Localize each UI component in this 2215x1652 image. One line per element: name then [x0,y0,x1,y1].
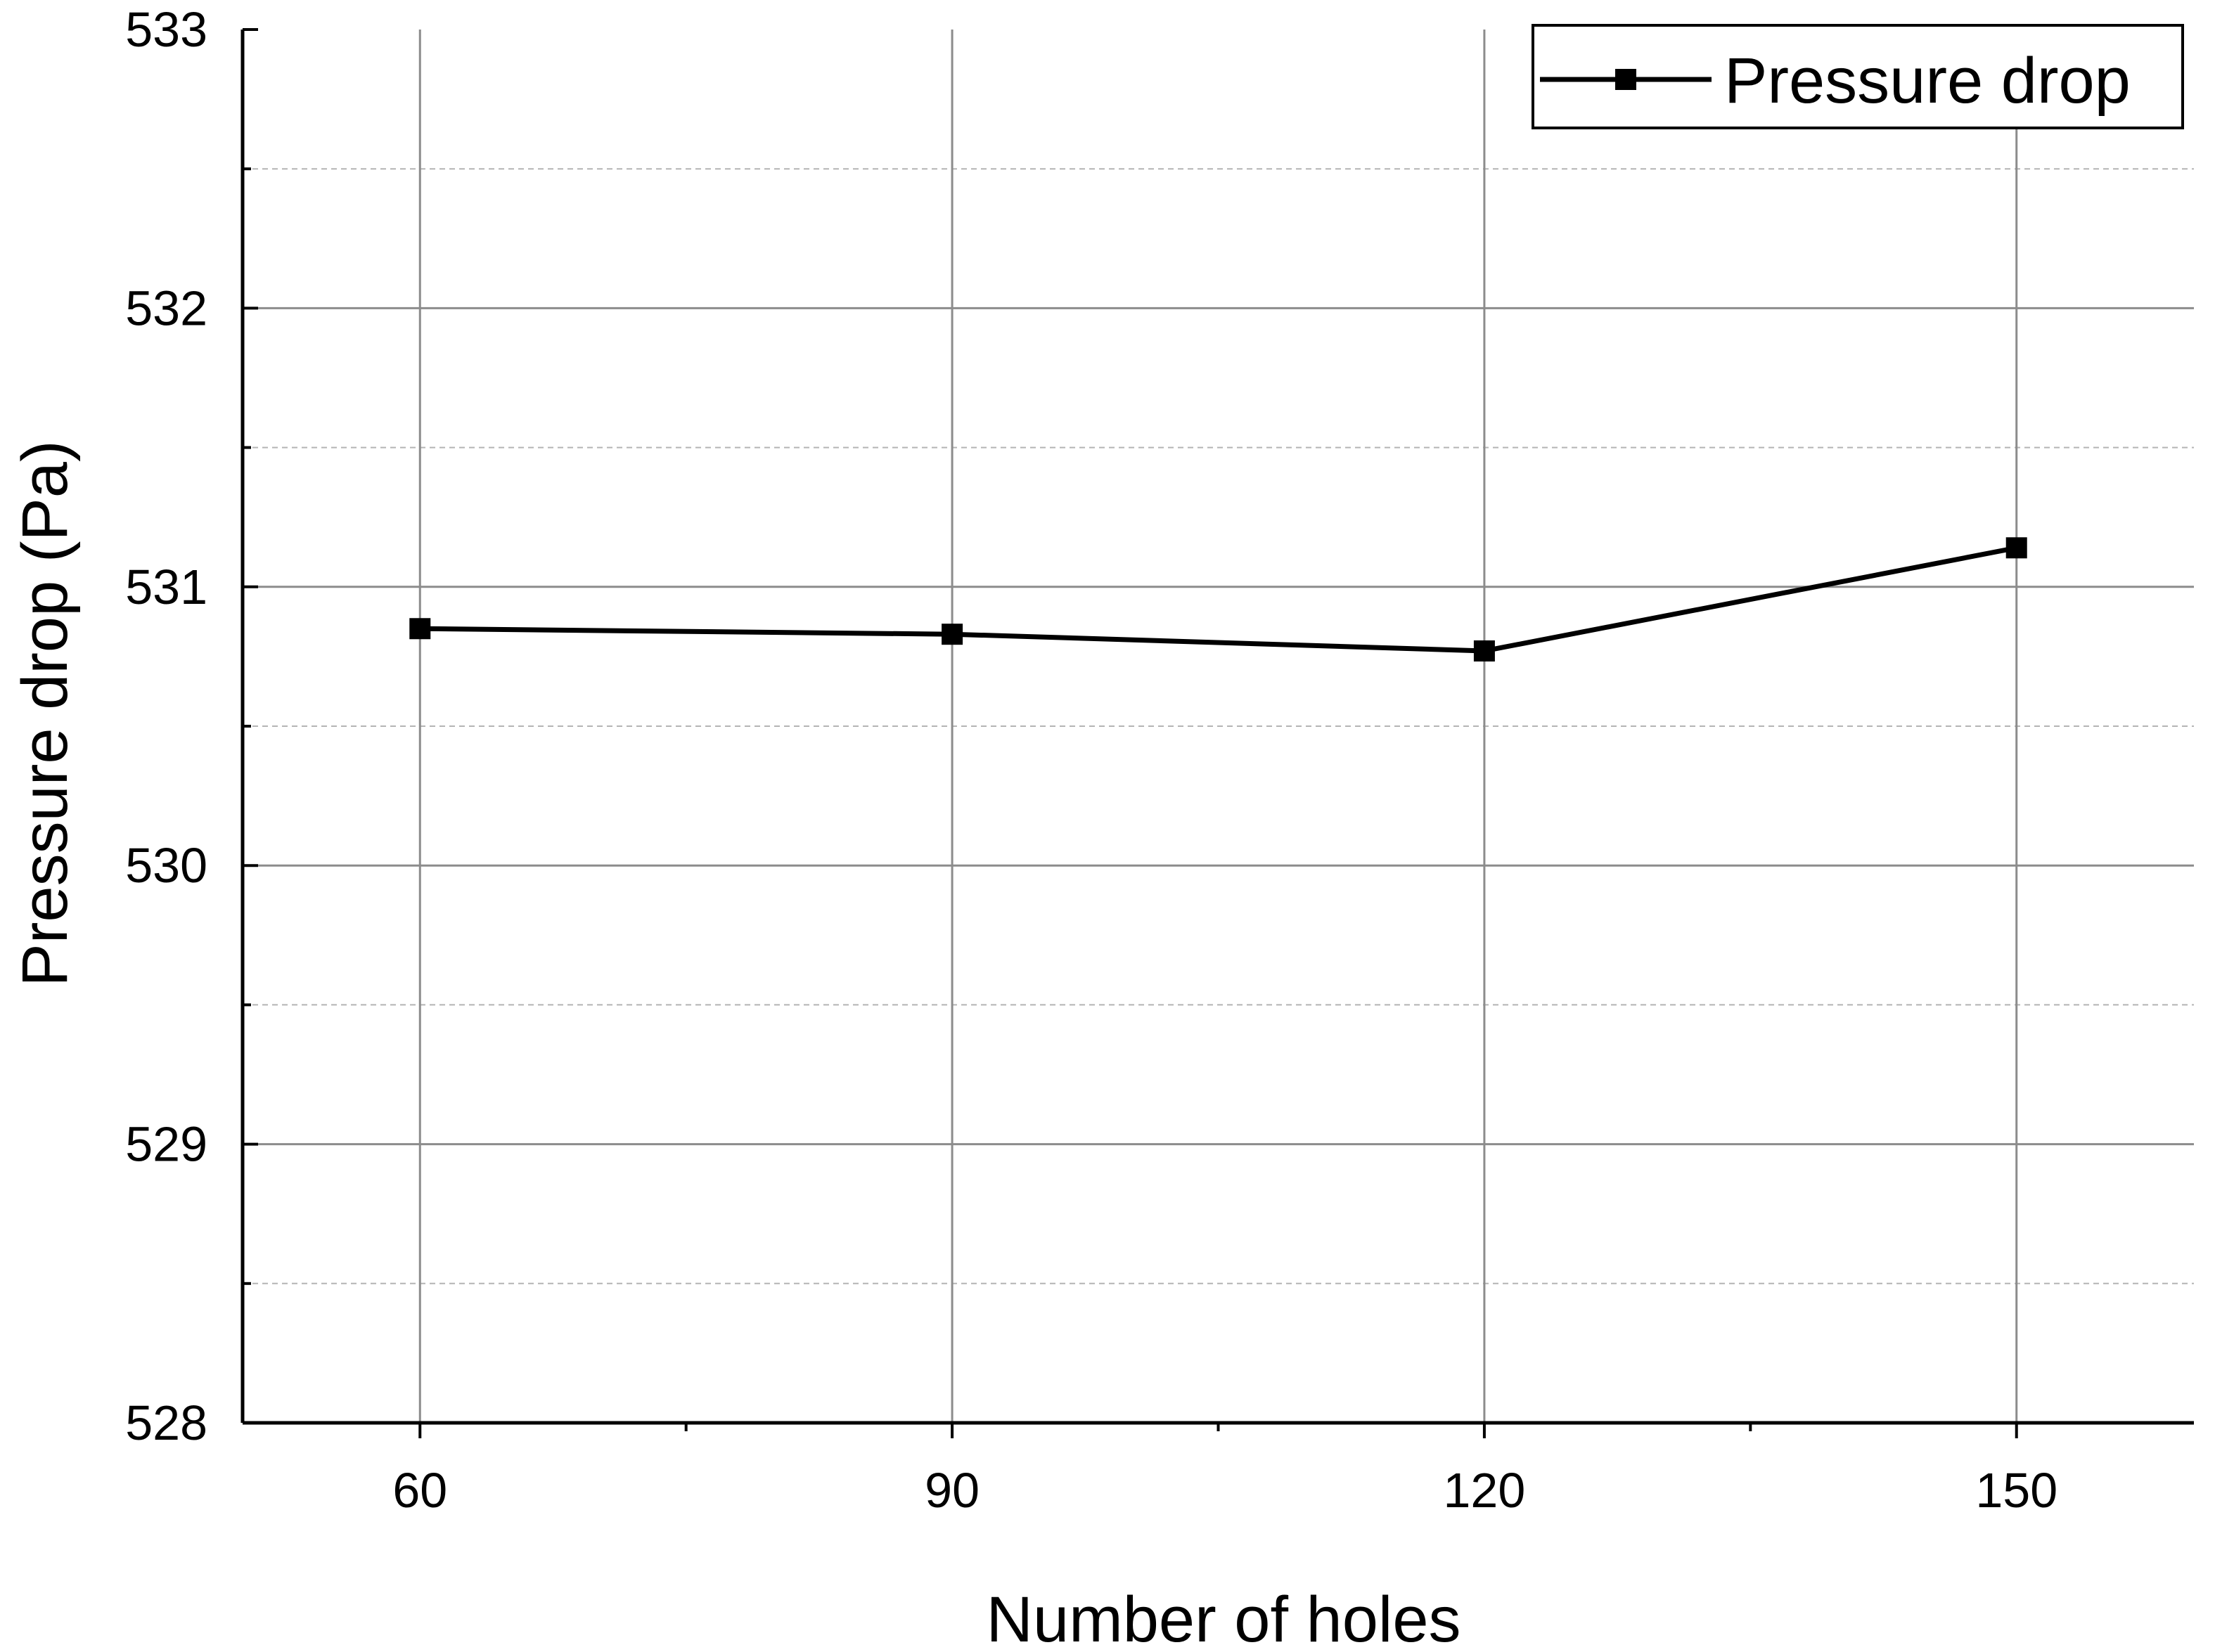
major-gridlines [243,30,2194,1423]
x-tick-label: 150 [1975,1463,2057,1518]
y-axis-ticks: 528 529 530 531 532 533 [125,2,258,1450]
y-tick-label: 531 [125,560,207,614]
x-tick-label: 60 [392,1463,447,1518]
data-point-marker [942,624,963,645]
series-layer [409,537,2027,662]
legend-marker-square [1615,69,1636,90]
x-tick-label: 120 [1444,1463,1526,1518]
y-tick-label: 528 [125,1395,207,1450]
data-point-marker [2005,537,2027,559]
y-axis-title: Pressure drop (Pa) [9,440,81,986]
x-axis-title: Number of holes [987,1584,1461,1652]
series-line [420,545,2017,654]
legend-box [1532,24,2184,129]
data-point-marker [409,618,431,640]
y-tick-label: 529 [125,1117,207,1172]
legend: Pressure drop [1532,24,2184,129]
legend-label: Pressure drop [1724,45,2131,117]
y-tick-label: 533 [125,2,207,57]
x-axis-ticks: 60 90 120 150 [392,1423,2057,1518]
minor-gridlines [243,168,2194,1284]
y-tick-label: 532 [125,280,207,335]
data-point-marker [1473,640,1495,662]
y-tick-label: 530 [125,838,207,893]
x-tick-label: 90 [925,1463,980,1518]
